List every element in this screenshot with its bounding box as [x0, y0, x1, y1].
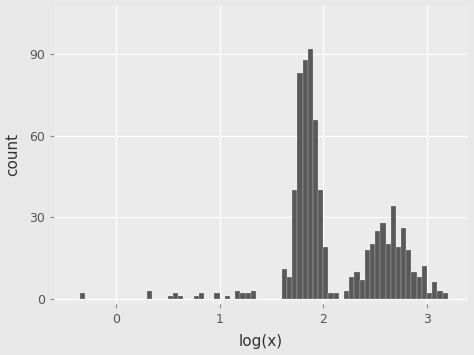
Bar: [240, 293, 246, 299]
Bar: [194, 296, 199, 299]
Bar: [313, 120, 318, 299]
Bar: [370, 244, 375, 299]
Bar: [168, 296, 173, 299]
Bar: [328, 293, 334, 299]
Bar: [391, 206, 396, 299]
Bar: [406, 250, 411, 299]
Bar: [251, 290, 256, 299]
Bar: [411, 272, 417, 299]
Bar: [287, 277, 292, 299]
Bar: [380, 223, 385, 299]
Bar: [443, 293, 448, 299]
Bar: [334, 293, 339, 299]
Bar: [365, 250, 370, 299]
Bar: [292, 190, 297, 299]
Bar: [225, 296, 230, 299]
Bar: [246, 293, 251, 299]
Bar: [417, 277, 422, 299]
Bar: [344, 290, 349, 299]
Bar: [349, 277, 355, 299]
Bar: [318, 190, 323, 299]
Bar: [308, 49, 313, 299]
Bar: [438, 290, 443, 299]
Bar: [297, 73, 302, 299]
Bar: [214, 293, 219, 299]
Bar: [173, 293, 178, 299]
Bar: [323, 247, 328, 299]
Bar: [396, 247, 401, 299]
Bar: [385, 244, 391, 299]
Y-axis label: count: count: [6, 133, 20, 176]
Bar: [282, 269, 287, 299]
Bar: [375, 231, 380, 299]
Bar: [80, 293, 85, 299]
Bar: [360, 280, 365, 299]
Bar: [199, 293, 204, 299]
Bar: [178, 296, 183, 299]
Bar: [355, 272, 360, 299]
X-axis label: log(x): log(x): [239, 334, 283, 349]
Bar: [302, 60, 308, 299]
Bar: [147, 290, 152, 299]
Bar: [427, 293, 432, 299]
Bar: [432, 282, 438, 299]
Bar: [235, 290, 240, 299]
Bar: [422, 266, 427, 299]
Bar: [401, 228, 406, 299]
